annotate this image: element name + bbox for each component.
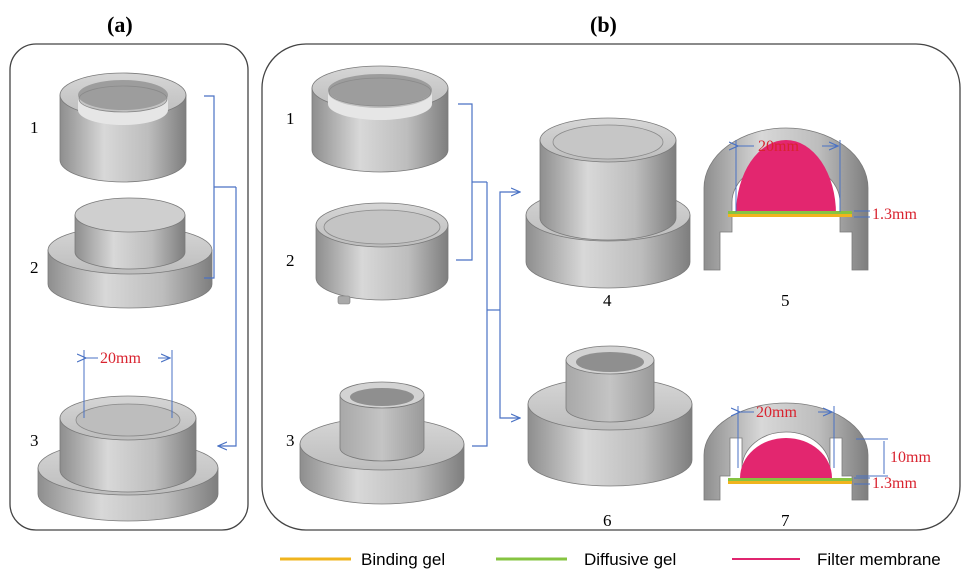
part-a1-ring-cap (59, 72, 187, 183)
dimension-a3-label: 20mm (100, 350, 141, 367)
dimension-b5-diameter-label: 20mm (758, 138, 799, 155)
legend-label-filter-membrane: Filter membrane (817, 550, 941, 569)
part-b1-ring-cap (311, 65, 449, 173)
dimension-b7-diameter (738, 406, 835, 468)
part-number-a3: 3 (30, 431, 39, 450)
diffusive-gel-layer-b5 (728, 211, 852, 214)
dimension-b7-height-label: 10mm (890, 449, 931, 466)
part-a2-piston (47, 197, 213, 309)
part-b2-dish (315, 202, 449, 305)
part-b7-cross-section (703, 402, 869, 501)
part-number-b4: 4 (603, 291, 612, 310)
part-number-b3: 3 (286, 431, 295, 450)
binding-gel-layer-b7 (728, 481, 852, 484)
part-number-a1: 1 (30, 118, 39, 137)
panel-label-b: (b) (590, 12, 617, 37)
dimension-b5-thickness (854, 210, 870, 218)
panel-label-a: (a) (107, 12, 133, 37)
connector-a (204, 95, 237, 446)
part-b3-base (299, 381, 465, 505)
dimension-b7-thickness-label: 1.3mm (872, 475, 917, 492)
part-b4-assembled (525, 117, 691, 289)
legend-label-binding-gel: Binding gel (361, 550, 445, 569)
dimension-a3-diameter (84, 350, 173, 418)
diffusive-gel-layer-b7 (728, 478, 852, 481)
panel-a-frame (9, 43, 249, 531)
dimension-b7-height (856, 438, 888, 477)
part-number-b1: 1 (286, 109, 295, 128)
legend: Binding gel Diffusive gel Filter membran… (280, 550, 941, 569)
binding-gel-layer-b5 (728, 214, 852, 217)
connector-b (456, 103, 520, 447)
part-number-b2: 2 (286, 251, 295, 270)
part-number-b6: 6 (603, 511, 612, 530)
dimension-b7-thickness (854, 477, 870, 485)
part-number-a2: 2 (30, 258, 39, 277)
part-b5-cross-section (703, 127, 869, 271)
dimension-b5-diameter (736, 140, 841, 212)
dimension-b7-diameter-label: 20mm (756, 404, 797, 421)
part-number-b5: 5 (781, 291, 790, 310)
dimension-b5-thickness-label: 1.3mm (872, 206, 917, 223)
part-a3-assembled (37, 395, 219, 522)
panel-b-frame (261, 43, 961, 531)
part-b6-assembled (527, 345, 693, 487)
part-number-b7: 7 (781, 511, 790, 530)
legend-label-diffusive-gel: Diffusive gel (584, 550, 676, 569)
